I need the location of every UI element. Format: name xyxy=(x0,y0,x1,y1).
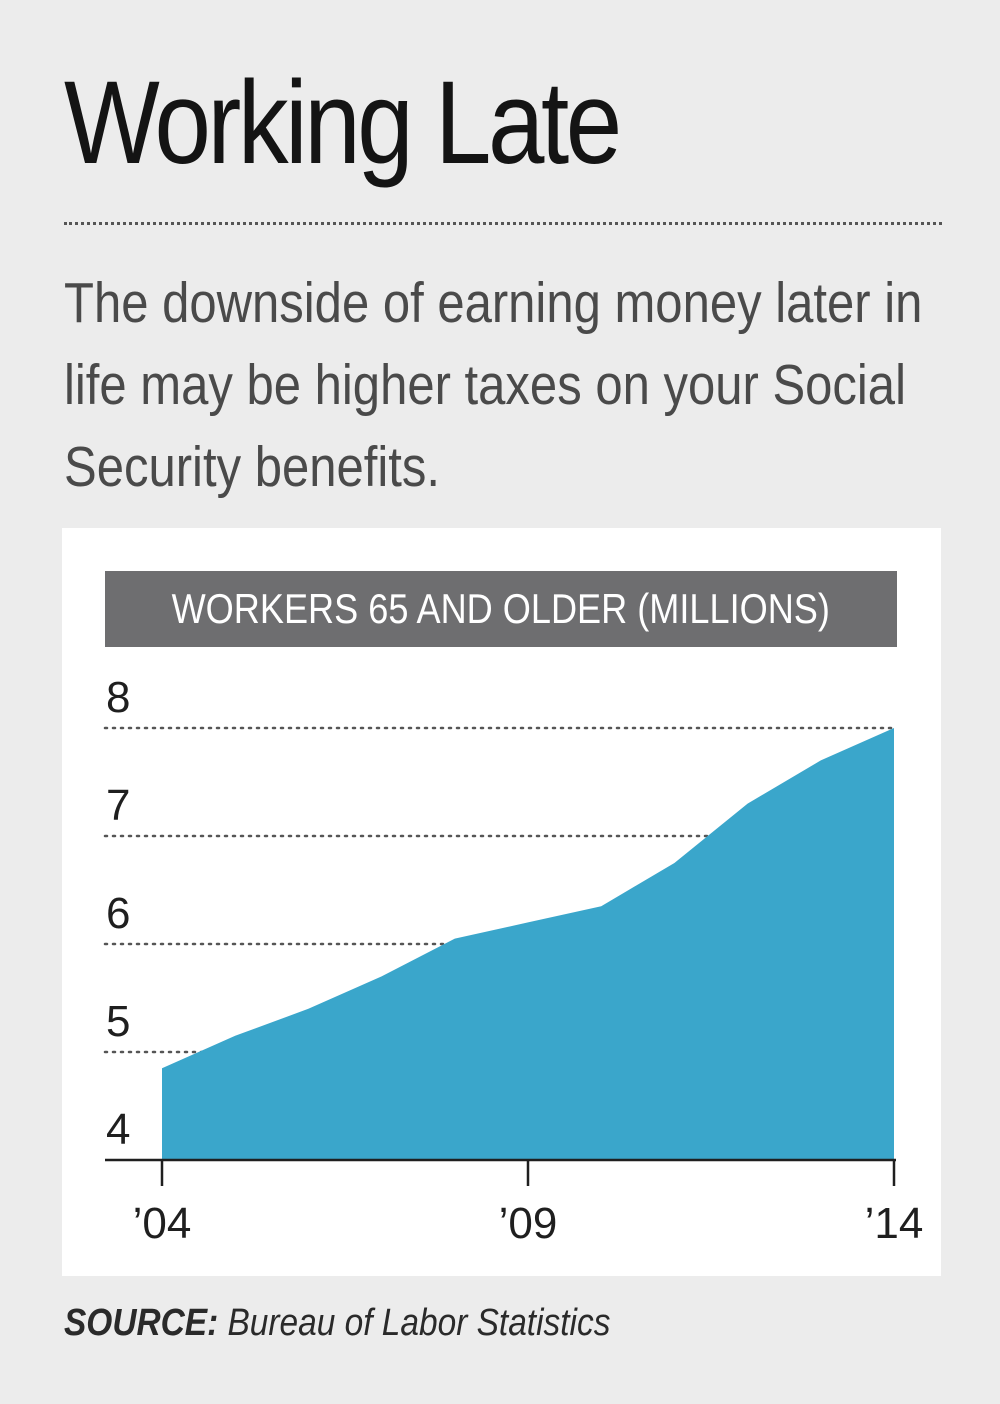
source-note: SOURCE: Bureau of Labor Statistics xyxy=(64,1302,610,1345)
chart-series-title: WORKERS 65 AND OLDER (MILLIONS) xyxy=(171,585,831,632)
dotted-divider xyxy=(64,222,942,225)
y-tick-label: 6 xyxy=(106,889,130,938)
chart-header-bar: WORKERS 65 AND OLDER (MILLIONS) xyxy=(105,571,897,647)
x-tick-label: ’14 xyxy=(865,1199,924,1248)
y-tick-labels: 4 5 6 7 8 xyxy=(106,673,130,1154)
y-tick-label: 8 xyxy=(106,673,130,722)
y-tick-label: 7 xyxy=(106,781,130,830)
x-tick-label: ’09 xyxy=(499,1199,558,1248)
y-tick-label: 4 xyxy=(106,1105,130,1154)
x-tick-label: ’04 xyxy=(133,1199,192,1248)
x-tick-labels: ’04 ’09 ’14 xyxy=(133,1199,924,1248)
area-series xyxy=(162,728,894,1160)
chart-title: Working Late xyxy=(64,57,622,189)
source-text: Bureau of Labor Statistics xyxy=(227,1302,611,1344)
source-label: SOURCE: xyxy=(64,1302,219,1344)
chart-subtitle: The downside of earning money later in l… xyxy=(64,271,923,499)
y-tick-label: 5 xyxy=(106,997,130,1046)
axes xyxy=(105,1158,896,1186)
